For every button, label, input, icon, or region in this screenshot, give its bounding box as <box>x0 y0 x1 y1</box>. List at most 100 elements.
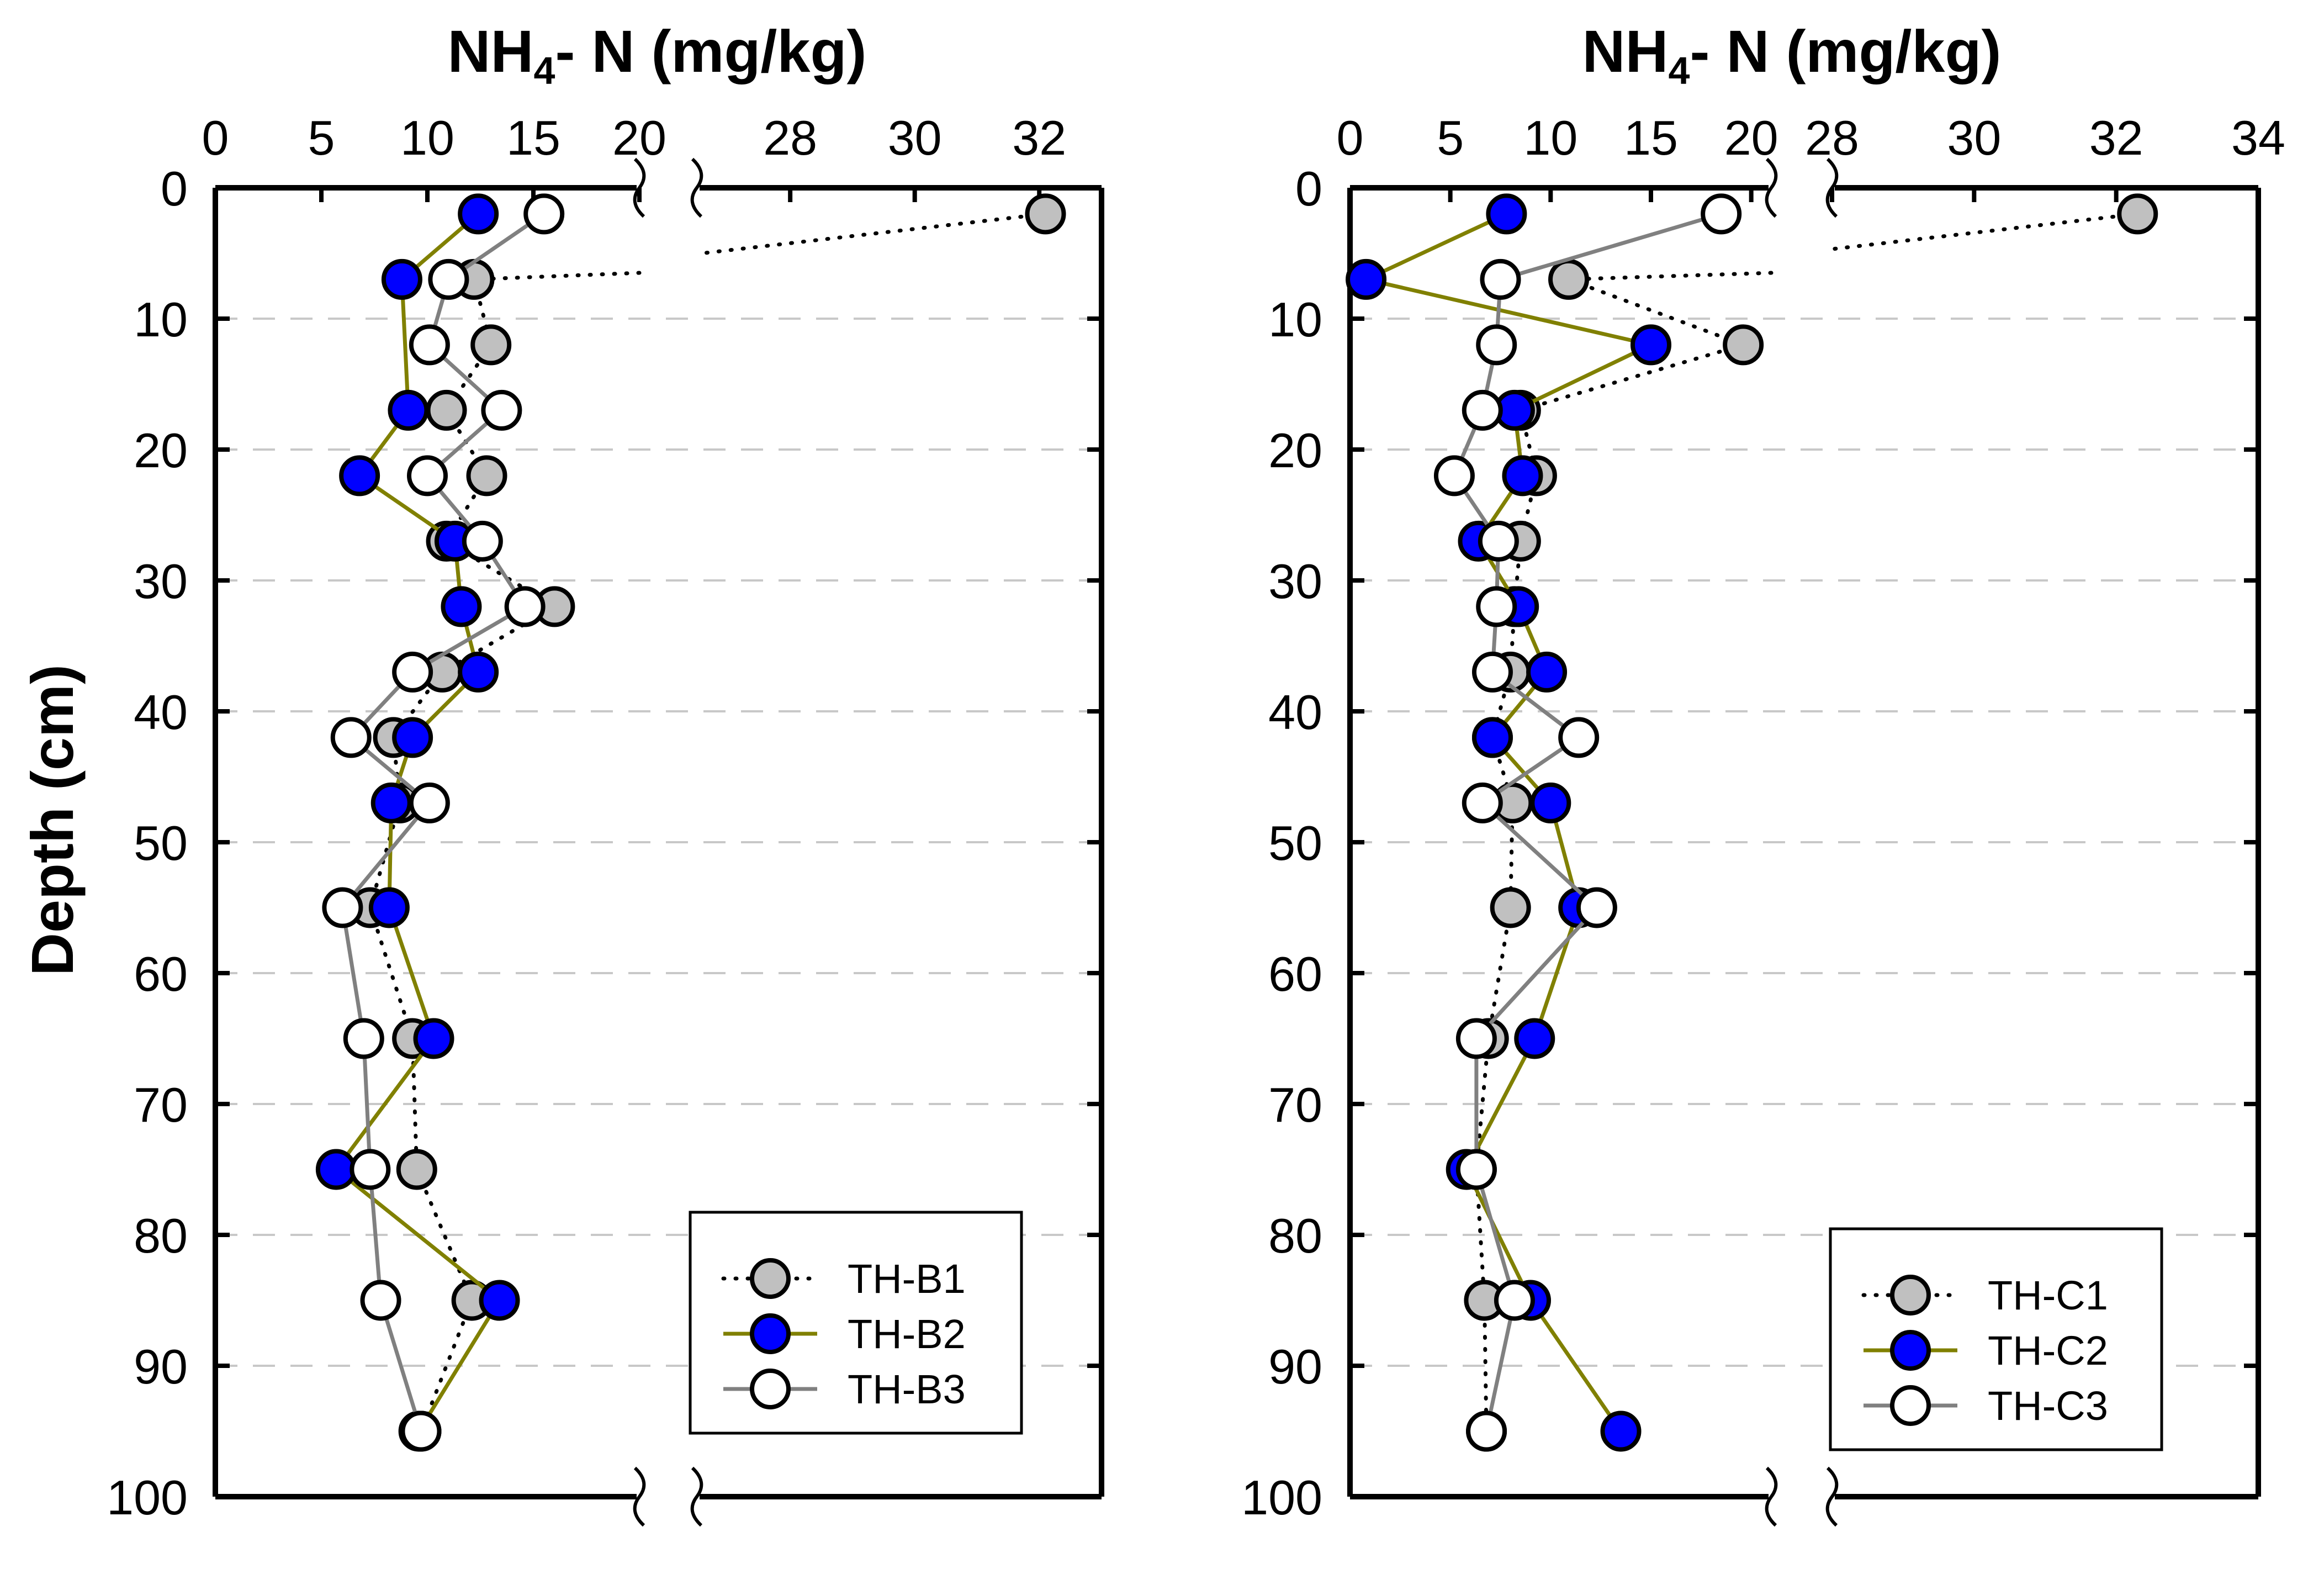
y-tick-label: 90 <box>1268 1339 1322 1394</box>
axis-break-mark <box>1765 1466 1778 1527</box>
data-point-th-b3 <box>462 520 503 562</box>
x-tick-label: 20 <box>1724 110 1778 165</box>
y-tick-label: 40 <box>1268 685 1322 739</box>
data-point-th-b3 <box>481 389 522 431</box>
data-point-th-b2 <box>339 455 380 496</box>
series-line-segment <box>341 801 431 909</box>
y-tick-label: 80 <box>1268 1208 1322 1263</box>
y-tick-label: 10 <box>1268 292 1322 347</box>
y-tick-label: 0 <box>1295 161 1322 216</box>
data-point-th-c2 <box>1514 1018 1555 1059</box>
y-tick-label: 10 <box>134 292 188 347</box>
data-point-th-c1 <box>2117 193 2158 235</box>
series-line-segment <box>400 279 410 411</box>
y-axis-label: Depth (cm) <box>19 664 86 976</box>
data-point-th-b2 <box>368 887 410 928</box>
axis-break-mark <box>1825 1466 1839 1527</box>
y-tick-label: 70 <box>134 1077 188 1132</box>
panel-title: NH4- N (mg/kg) <box>1582 18 2002 92</box>
data-point-th-b1 <box>1025 193 1066 235</box>
data-point-th-b3 <box>407 455 448 496</box>
y-tick-label: 30 <box>1268 554 1322 609</box>
series-line-segment <box>1464 1168 1533 1302</box>
x-tick-label: 0 <box>202 110 229 165</box>
data-point-th-b2 <box>458 651 499 693</box>
legend-marker <box>1890 1275 1931 1316</box>
y-tick-label: 20 <box>1268 423 1322 478</box>
data-point-th-b3 <box>392 651 433 693</box>
data-point-th-b3 <box>428 258 469 300</box>
data-point-th-c1 <box>1490 887 1531 928</box>
data-point-th-b2 <box>458 193 499 235</box>
series-line-segment <box>1532 907 1581 1039</box>
legend-label: TH-B1 <box>848 1256 966 1302</box>
data-point-th-b1 <box>466 455 507 496</box>
y-tick-label: 100 <box>107 1470 188 1525</box>
data-point-th-c3 <box>1466 1411 1507 1452</box>
x-tick-label: 34 <box>2231 110 2285 165</box>
series-line-segment <box>695 212 1048 256</box>
title-subscript: 4 <box>1669 49 1690 92</box>
title-rest: - N (mg/kg) <box>1690 18 2001 84</box>
data-point-th-c2 <box>1530 782 1571 823</box>
legend-marker <box>750 1369 791 1409</box>
x-tick-label: 28 <box>1805 110 1859 165</box>
axis-break-mark <box>633 1466 646 1527</box>
data-point-th-c3 <box>1455 1018 1497 1059</box>
series-line-segment <box>1513 343 1652 413</box>
panel-2: 0 10 20 30 40 50 60 70 80 90 100 0 5 10 15 20 28 30 32 34 NH… <box>1241 18 2285 1527</box>
x-tick-label: 15 <box>1624 110 1678 165</box>
series-line-segment <box>411 605 526 674</box>
data-point-th-b1 <box>426 389 467 431</box>
series-line-segment <box>1482 1298 1489 1433</box>
series-line-segment <box>379 1300 423 1432</box>
data-point-th-b2 <box>381 258 422 300</box>
x-tick-label: 5 <box>1437 110 1464 165</box>
panel-1: 0 10 20 30 40 50 60 70 80 90 100 0 5 10 15 20 28 30 32 NH4-… <box>19 18 1104 1527</box>
data-point-th-c3 <box>1480 258 1521 300</box>
axis-break-mark <box>690 157 703 218</box>
data-point-th-c2 <box>1471 717 1513 758</box>
data-point-th-c3 <box>1476 586 1517 627</box>
y-tick-label: 50 <box>134 816 188 870</box>
data-point-th-c3 <box>1576 887 1617 928</box>
x-tick-label: 28 <box>763 110 817 165</box>
legend-label: TH-B2 <box>848 1311 966 1357</box>
data-point-th-b3 <box>350 1149 391 1190</box>
series-line-segment <box>387 907 436 1039</box>
title-rest: - N (mg/kg) <box>555 18 866 84</box>
series-line-segment <box>368 1169 383 1301</box>
y-tick-label: 60 <box>1268 947 1322 1001</box>
x-tick-label: 0 <box>1337 110 1364 165</box>
data-point-th-b3 <box>409 324 450 366</box>
y-tick-label: 60 <box>134 947 188 1001</box>
data-point-th-c3 <box>1701 193 1742 235</box>
data-point-th-b3 <box>523 193 565 235</box>
legend: TH-B1 TH-B2 TH-B3 <box>689 1211 1023 1435</box>
legend-box <box>1829 1227 2163 1451</box>
data-point-th-c2 <box>1526 651 1568 693</box>
legend-marker <box>1890 1330 1931 1371</box>
series-line-segment <box>368 906 415 1040</box>
series-line-segment <box>410 1037 419 1171</box>
title-subscript: 4 <box>534 49 555 92</box>
series-line-segment <box>440 604 557 674</box>
series-line-segment <box>472 271 642 282</box>
data-point-th-b2 <box>392 717 433 758</box>
series-line-segment <box>335 1037 436 1171</box>
data-point-th-b3 <box>504 586 546 627</box>
legend: TH-C1 TH-C2 TH-C3 <box>1829 1227 2163 1451</box>
legend-box <box>689 1211 1023 1435</box>
legend-label: TH-C1 <box>1988 1272 2108 1318</box>
y-tick-label: 100 <box>1241 1470 1322 1525</box>
data-point-th-c3 <box>1476 324 1517 366</box>
data-point-th-c3 <box>1478 520 1519 562</box>
data-point-th-b3 <box>400 1411 442 1452</box>
data-point-th-c1 <box>1548 258 1590 300</box>
series-line-segment <box>415 1168 474 1302</box>
series-line-segment <box>1481 801 1598 910</box>
axis-break-mark <box>1765 157 1778 218</box>
data-point-th-c3 <box>1455 1149 1497 1190</box>
data-point-th-c2 <box>1630 324 1671 366</box>
series-line-segment <box>444 539 557 609</box>
